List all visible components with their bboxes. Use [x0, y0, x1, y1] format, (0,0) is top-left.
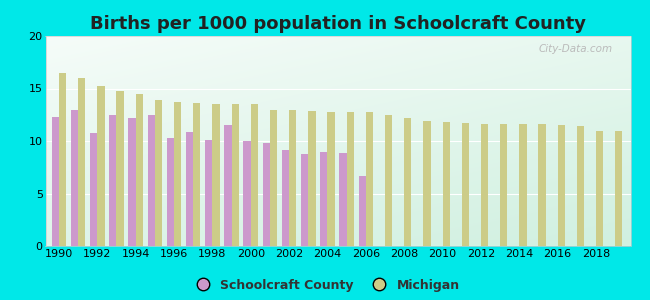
Bar — [481, 124, 488, 246]
Bar — [443, 122, 450, 246]
Bar — [366, 112, 373, 246]
Bar — [155, 100, 162, 246]
Bar — [90, 133, 97, 246]
Bar — [538, 124, 546, 246]
Bar — [320, 152, 328, 246]
Bar — [224, 125, 231, 246]
Bar — [289, 110, 296, 246]
Bar — [78, 78, 85, 246]
Bar — [359, 176, 366, 246]
Bar — [166, 138, 174, 246]
Bar — [404, 118, 411, 246]
Bar — [136, 94, 143, 246]
Bar — [186, 131, 193, 246]
Bar — [596, 130, 603, 246]
Bar — [231, 104, 239, 246]
Bar — [51, 117, 59, 246]
Bar — [519, 124, 526, 246]
Bar — [205, 140, 213, 246]
Bar — [500, 124, 508, 246]
Bar — [558, 125, 565, 246]
Title: Births per 1000 population in Schoolcraft County: Births per 1000 population in Schoolcraf… — [90, 15, 586, 33]
Bar — [59, 73, 66, 246]
Bar — [193, 103, 200, 246]
Bar — [577, 126, 584, 246]
Bar — [251, 104, 258, 246]
Bar — [98, 86, 105, 246]
Bar — [128, 118, 136, 246]
Legend: Schoolcraft County, Michigan: Schoolcraft County, Michigan — [185, 274, 465, 297]
Bar — [174, 102, 181, 246]
Bar — [71, 110, 78, 246]
Bar — [339, 152, 346, 246]
Bar — [109, 115, 116, 246]
Bar — [244, 141, 251, 246]
Text: City-Data.com: City-Data.com — [539, 44, 613, 54]
Bar — [328, 112, 335, 246]
Bar — [615, 130, 623, 246]
Bar — [213, 104, 220, 246]
Bar — [462, 123, 469, 246]
Bar — [263, 143, 270, 246]
Bar — [148, 115, 155, 246]
Bar — [385, 115, 393, 246]
Bar — [308, 110, 315, 246]
Bar — [301, 154, 308, 246]
Bar — [116, 91, 124, 246]
Bar — [282, 150, 289, 246]
Bar — [423, 121, 431, 246]
Bar — [346, 112, 354, 246]
Bar — [270, 110, 277, 246]
